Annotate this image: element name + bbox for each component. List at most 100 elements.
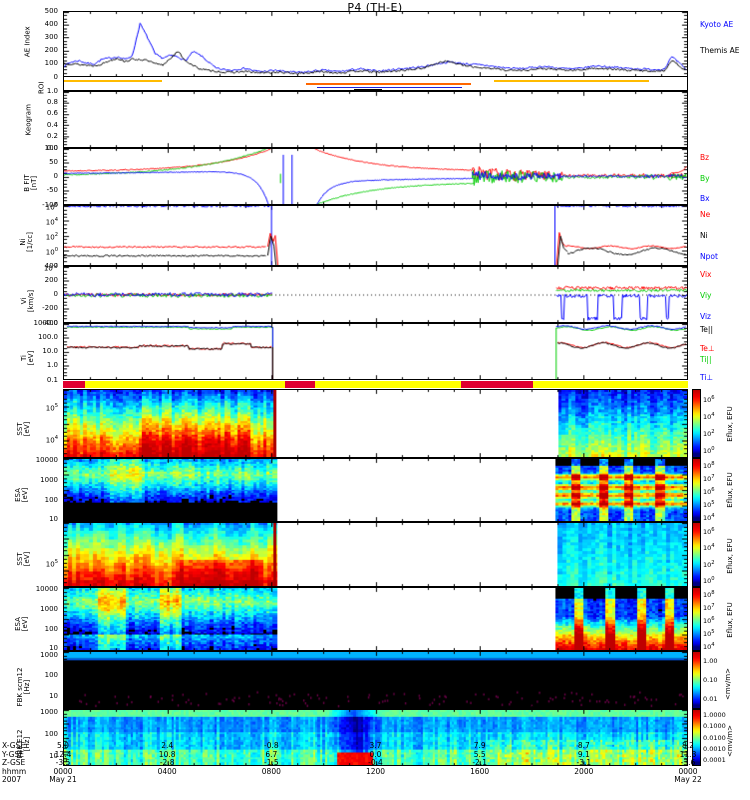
panel-fbk-e (63, 709, 688, 766)
colorbar-tick-label: 108 (703, 590, 715, 600)
sst-electron-colorbar (692, 389, 701, 458)
ytick-label: 0.4 (46, 120, 58, 129)
panel-ae-index (63, 11, 688, 77)
fbk-scm-spectrogram (64, 652, 687, 708)
xaxis-tick-value: 3.7 (369, 741, 382, 750)
density-plot (64, 206, 687, 265)
ytick-label: 100 (44, 495, 58, 504)
ytick-label: 0.6 (46, 109, 58, 118)
ytick-label: 1.0 (46, 86, 58, 95)
fbk-e-colorbar (692, 709, 701, 766)
xaxis-tick-value: -0.4 (368, 758, 383, 768)
legend-ni: Ni (700, 231, 708, 240)
ytick-label: 100 (45, 247, 58, 257)
xaxis-tick-value: -3.1 (576, 758, 592, 768)
ytick-label: 1.0 (46, 361, 58, 370)
fbk-scm-colorbar (692, 651, 701, 709)
colorbar-tick-label: 1.0000 (703, 710, 726, 719)
xaxis-tick-value: May 22 (674, 775, 702, 785)
panel-roi (63, 77, 688, 91)
fbk-e-spectrogram (64, 710, 687, 765)
esa-electron-axis-label: ESA [eV] (14, 487, 29, 503)
xaxis-tick-value: -3.5 (55, 758, 71, 768)
colorbar-tick-label: 0.0010 (703, 744, 726, 753)
ytick-label: 1000 (40, 604, 58, 613)
xaxis-tick-value: 12.4 (54, 749, 72, 759)
colorbar-tick-label: 104 (703, 411, 715, 422)
ytick-label: -200 (42, 304, 58, 313)
ytick-label: 0 (53, 172, 58, 180)
colorbar-tick-label: 106 (703, 616, 715, 626)
ytick-label: -50 (46, 186, 58, 195)
colorbar-tick-label: 1.00 (703, 656, 718, 665)
ytick-label: 200 (44, 46, 58, 55)
ytick-label: 0 (53, 290, 58, 298)
ytick-label: 0.1 (46, 375, 58, 384)
ytick-label: 0.2 (46, 132, 58, 141)
colorbar-tick-label: 0.10 (703, 676, 718, 684)
ytick-label: 100 (44, 730, 58, 739)
density-axis-label: Ni [1/cc] (19, 232, 34, 252)
panel-density (63, 205, 688, 266)
roi-bar-gold-2 (494, 80, 649, 82)
colorbar-tick-label: 107 (703, 603, 715, 613)
ytick-label: 10.0 (42, 347, 58, 355)
sst-ion-colorbar (692, 522, 701, 587)
colorbar-tick-label: 102 (703, 559, 715, 569)
xaxis-tick-value: -2.1 (472, 758, 487, 768)
colorbar-tick-label: 102 (703, 429, 715, 439)
ytick-label: 100 (44, 59, 58, 68)
ytick-label: 10 (49, 514, 58, 523)
legend-themis-ae: Themis AE (700, 46, 740, 55)
colorbar-tick-label: 107 (703, 474, 715, 484)
colorbar-tick-label: 108 (703, 461, 715, 471)
roi-bar-blue (317, 86, 462, 88)
b-fit-plot (64, 149, 687, 204)
ae-index-axis-label: AE Index (23, 26, 32, 58)
legend-npot: Npot (700, 252, 718, 261)
xaxis-tick-value: 2000 (574, 766, 594, 776)
ytick-label: 105 (45, 558, 58, 569)
sst-ion-colorbar-title: Eflux, EFU (726, 538, 734, 574)
panel-velocity (63, 266, 688, 323)
ytick-label: 100 (44, 143, 58, 152)
colorbar-tick-label: 104 (703, 512, 715, 522)
legend-te-par: Te|| (700, 325, 713, 334)
xaxis-row-label: hhmm (2, 766, 27, 776)
ytick-label: 400 (44, 261, 58, 270)
colorbar-tick-label: 104 (703, 543, 715, 553)
xaxis-tick-value: 2.4 (161, 741, 174, 750)
ytick-label: 10 (49, 643, 58, 652)
colorbar-tick-label: 100 (703, 446, 715, 456)
colorbar-tick-label: 106 (703, 487, 715, 497)
ytick-label: 0.0 (46, 143, 58, 152)
fbk-e-colorbar-title: <mv/m> (726, 725, 734, 757)
panel-esa-ion (63, 587, 688, 651)
state-segment-red-2 (285, 381, 315, 388)
ytick-label: 10000 (35, 585, 58, 594)
ytick-label: 104 (45, 216, 58, 227)
ytick-label: 0 (53, 72, 58, 81)
colorbar-tick-label: 106 (703, 527, 715, 537)
colorbar-tick-label: 105 (703, 499, 715, 509)
panel-esa-electron (63, 458, 688, 522)
ytick-label: 104 (45, 435, 58, 445)
xaxis-tick-value: 8.7 (577, 741, 590, 750)
sst-ion-spectrogram (64, 523, 687, 586)
velocity-plot (64, 267, 687, 322)
legend-kyoto-ae: Kyoto AE (700, 20, 734, 29)
ytick-label: 10-2 (43, 262, 58, 272)
legend-viz: Viz (700, 312, 711, 321)
ytick-label: 400 (44, 19, 58, 28)
esa-ion-spectrogram (64, 588, 687, 650)
keogram-axis-label: Keogram (24, 104, 33, 136)
esa-ion-axis-label: ESA [eV] (14, 616, 29, 632)
panel-keogram (63, 91, 688, 148)
roi-bar-black (354, 89, 382, 90)
legend-ne: Ne (700, 210, 711, 219)
xaxis-tick-value: 7.9 (473, 741, 486, 750)
legend-bx: Bx (700, 194, 710, 203)
legend-vix: Vix (700, 270, 712, 279)
xaxis-tick-value: 9.1 (577, 749, 590, 759)
sst-ion-axis-label: SST [eV] (16, 551, 31, 567)
